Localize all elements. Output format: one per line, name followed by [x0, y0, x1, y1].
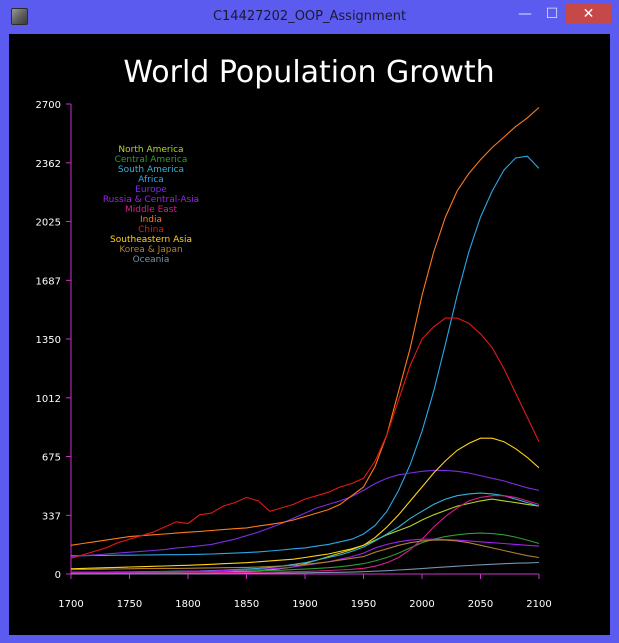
chart-canvas: World Population Growth 0 337 675 1012 1350 1… [9, 34, 610, 635]
y-tick-label: 2700 [36, 100, 61, 111]
x-tick-label: 1950 [351, 599, 376, 610]
series-line-russia-central-asia [71, 538, 540, 573]
close-button[interactable]: ✕ [566, 4, 611, 24]
legend-entry: India [140, 215, 162, 225]
x-tick-label: 2100 [526, 599, 551, 610]
legend-entry: Central America [115, 155, 188, 165]
series-line-china [70, 317, 540, 559]
series-line-africa [71, 155, 540, 557]
legend-entry: China [138, 225, 164, 235]
x-tick-label: 1900 [292, 599, 317, 610]
maximize-button[interactable]: ☐ [545, 6, 559, 22]
population-chart: World Population Growth 0 337 675 1012 1350 1… [36, 55, 552, 610]
legend-entry: North America [118, 145, 183, 155]
legend-entry: Southeastern Asia [110, 235, 192, 245]
app-icon [11, 8, 28, 25]
series-lines [70, 107, 540, 575]
y-tick-label: 2362 [36, 159, 61, 170]
x-tick-label: 1800 [175, 599, 200, 610]
series-line-india [70, 107, 540, 546]
legend-entry: Middle East [125, 205, 177, 215]
series-line-southeastern-asia [70, 437, 540, 570]
minimize-button[interactable]: — [518, 6, 532, 22]
legend-entry: Russia & Central-Asia [103, 195, 199, 205]
y-tick-label: 675 [42, 453, 61, 464]
window-title: C14427202_OOP_Assignment [212, 9, 407, 24]
y-tick-label: 1350 [36, 335, 61, 346]
axes: 0 337 675 1012 1350 1687 2025 2362 2700 1700 1750 1… [36, 100, 552, 610]
legend-entry: Europe [135, 185, 167, 195]
title-bar[interactable]: C14427202_OOP_Assignment — ☐ ✕ [0, 0, 619, 34]
chart-title: World Population Growth [123, 55, 494, 90]
series-line-korea-japan [70, 539, 540, 571]
series-line-middle-east [71, 495, 540, 574]
y-tick-label: 1687 [36, 276, 61, 287]
legend-entry: Oceania [133, 255, 170, 265]
series-line-europe [70, 469, 540, 558]
x-tick-label: 1850 [234, 599, 259, 610]
x-tick-label: 1750 [117, 599, 142, 610]
y-tick-label: 1012 [36, 394, 61, 405]
legend-entry: South America [118, 165, 184, 175]
y-tick-label: 2025 [36, 218, 61, 229]
legend-entry: Korea & Japan [119, 245, 182, 255]
y-tick-label: 0 [55, 570, 61, 581]
y-tick-label: 337 [42, 511, 61, 522]
x-tick-label: 2050 [468, 599, 493, 610]
series-line-oceania [71, 561, 540, 575]
series-line-south-america [71, 492, 540, 573]
x-tick-label: 2000 [409, 599, 434, 610]
legend-entry: Africa [138, 175, 164, 185]
x-tick-label: 1700 [58, 599, 83, 610]
